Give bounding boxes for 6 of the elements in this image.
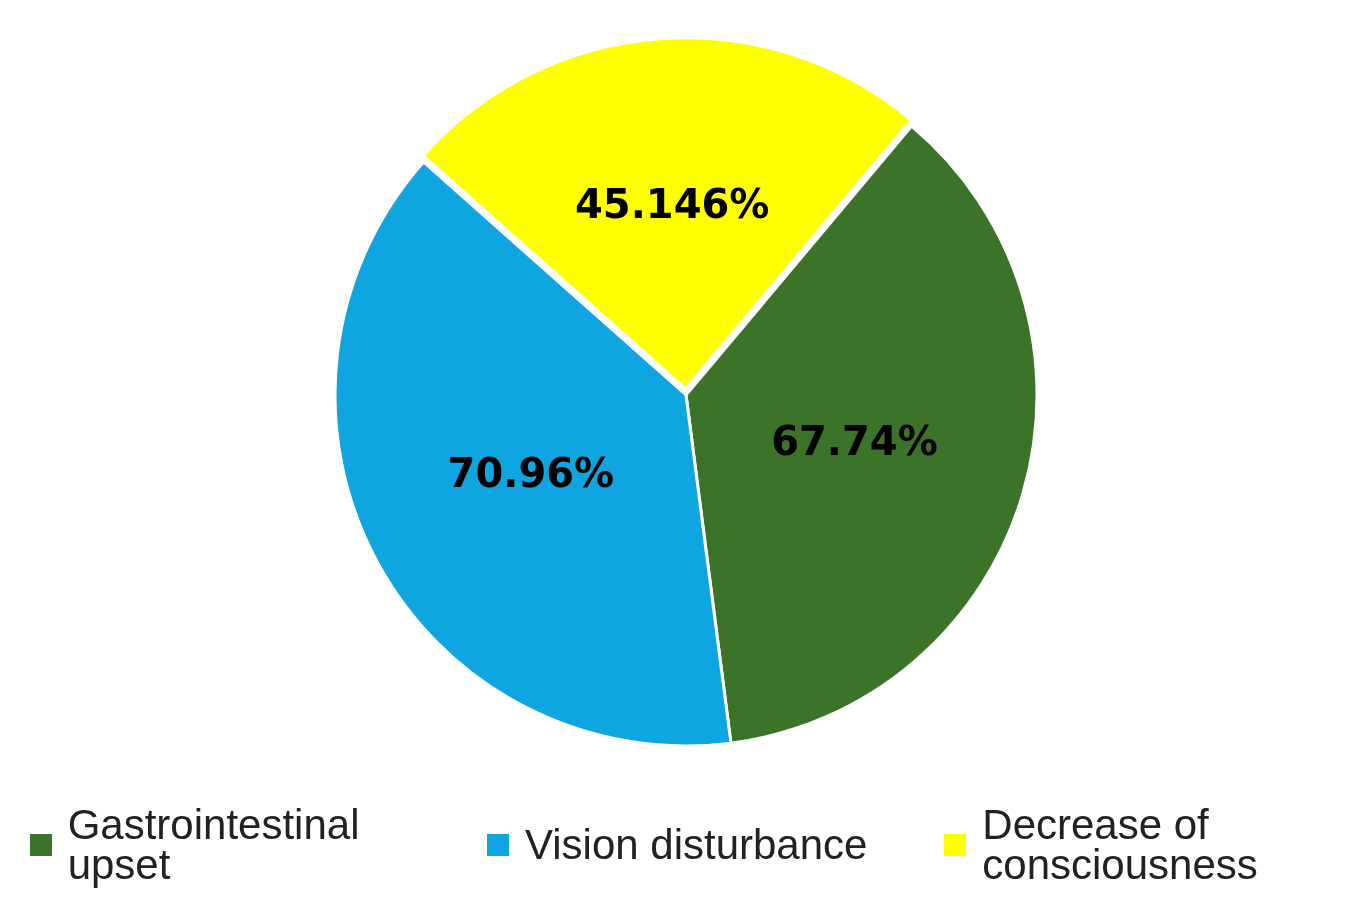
data-label: 70.96% <box>447 450 615 497</box>
legend-label: Vision disturbance <box>524 821 869 868</box>
data-label: 67.74% <box>771 417 938 464</box>
legend-label: Decrease of consciousness <box>982 801 1259 888</box>
data-label: 45.146% <box>575 180 770 227</box>
legend-label: Gastrointestinal upset <box>67 801 361 888</box>
